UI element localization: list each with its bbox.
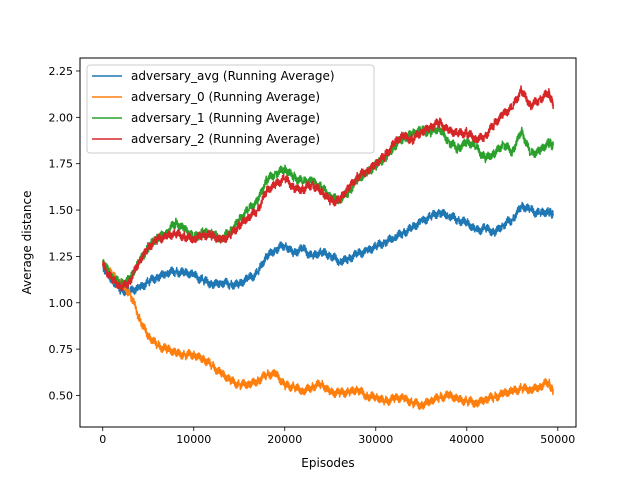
- series-layer: [102, 85, 554, 411]
- y-tick-label: 1.75: [49, 158, 74, 171]
- y-tick-label: 1.50: [49, 204, 74, 217]
- series-line-adversary_avg: [102, 201, 554, 297]
- legend-entry-label: adversary_1 (Running Average): [131, 111, 320, 125]
- x-tick-label: 50000: [540, 433, 575, 446]
- x-axis-label: Episodes: [301, 456, 354, 470]
- x-axis-ticks: 0 10000 20000 30000 40000 50000: [99, 427, 575, 446]
- x-tick-label: 0: [99, 433, 106, 446]
- x-tick-label: 10000: [176, 433, 211, 446]
- legend-entry-label: adversary_avg (Running Average): [131, 69, 335, 83]
- y-tick-label: 0.50: [49, 389, 74, 402]
- legend-box: [86, 64, 375, 154]
- plot-frame: [79, 57, 577, 428]
- series-line-adversary_2: [102, 85, 554, 292]
- y-tick-label: 2.00: [49, 111, 74, 124]
- legend-entry-label: adversary_2 (Running Average): [131, 132, 320, 146]
- y-axis-ticks: 0.50 0.75 1.00 1.25 1.50 1.75 2.00 2.25: [49, 65, 80, 402]
- x-tick-label: 30000: [358, 433, 393, 446]
- y-tick-label: 1.25: [49, 250, 74, 263]
- series-line-adversary_0: [102, 259, 554, 411]
- x-tick-label: 20000: [267, 433, 302, 446]
- y-axis-label: Average distance: [20, 191, 34, 295]
- y-tick-label: 1.00: [49, 297, 74, 310]
- legend-entry-label: adversary_0 (Running Average): [131, 90, 320, 104]
- legend: adversary_avg (Running Average) adversary…: [86, 64, 375, 154]
- x-tick-label: 40000: [449, 433, 484, 446]
- y-tick-label: 2.25: [49, 65, 74, 78]
- y-tick-label: 0.75: [49, 343, 74, 356]
